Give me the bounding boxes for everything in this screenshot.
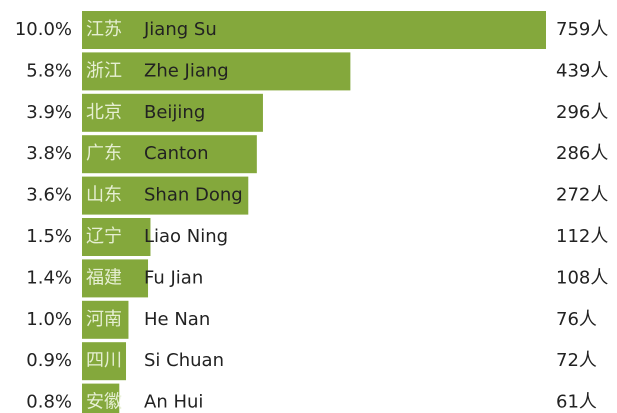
- bar: [82, 52, 351, 91]
- share-label: 5.8%: [26, 60, 72, 81]
- value-label: 72人: [556, 350, 597, 371]
- share-label: 0.9%: [26, 350, 72, 371]
- category-label: Jiang Su: [143, 19, 217, 40]
- value-label: 296人: [556, 102, 608, 123]
- share-label: 0.8%: [26, 392, 72, 413]
- bar: [82, 135, 257, 174]
- category-zh: 四川: [86, 350, 122, 371]
- category-zh: 山东: [86, 185, 122, 206]
- category-zh: 福建: [86, 267, 122, 288]
- bar: [82, 300, 129, 339]
- category-label: An Hui: [144, 392, 203, 413]
- bar: [82, 342, 127, 381]
- value-label: 272人: [556, 185, 608, 206]
- category-zh: 江苏: [86, 19, 122, 40]
- bar: [82, 383, 120, 413]
- share-label: 1.5%: [26, 226, 72, 247]
- category-zh: 浙江: [86, 60, 122, 81]
- category-zh: 北京: [86, 102, 122, 123]
- category-zh: 安徽: [86, 392, 122, 413]
- category-label: Beijing: [144, 102, 205, 123]
- bar: [82, 93, 263, 132]
- value-label: 108人: [556, 267, 608, 288]
- value-label: 112人: [556, 226, 608, 247]
- category-zh: 辽宁: [86, 226, 122, 247]
- category-label: Liao Ning: [144, 226, 228, 247]
- share-label: 3.6%: [26, 185, 72, 206]
- category-label: Canton: [144, 143, 209, 164]
- value-label: 61人: [556, 392, 597, 413]
- category-zh: 广东: [86, 143, 122, 164]
- bar: [82, 218, 151, 256]
- bar: [82, 259, 149, 298]
- category-label: Si Chuan: [144, 350, 224, 371]
- share-label: 1.4%: [26, 267, 72, 288]
- value-label: 759人: [556, 19, 608, 40]
- value-label: 76人: [556, 309, 597, 330]
- bar: [82, 176, 249, 215]
- bar: [82, 11, 546, 49]
- share-label: 3.8%: [26, 143, 72, 164]
- category-label: Zhe Jiang: [144, 60, 229, 81]
- share-label: 1.0%: [26, 309, 72, 330]
- category-label: Shan Dong: [144, 185, 243, 206]
- category-label: Fu Jian: [144, 267, 203, 288]
- share-label: 3.9%: [26, 102, 72, 123]
- value-label: 439人: [556, 60, 608, 81]
- category-zh: 河南: [86, 309, 122, 330]
- share-label: 10.0%: [15, 19, 72, 40]
- category-label: He Nan: [144, 309, 210, 330]
- value-label: 286人: [556, 143, 608, 164]
